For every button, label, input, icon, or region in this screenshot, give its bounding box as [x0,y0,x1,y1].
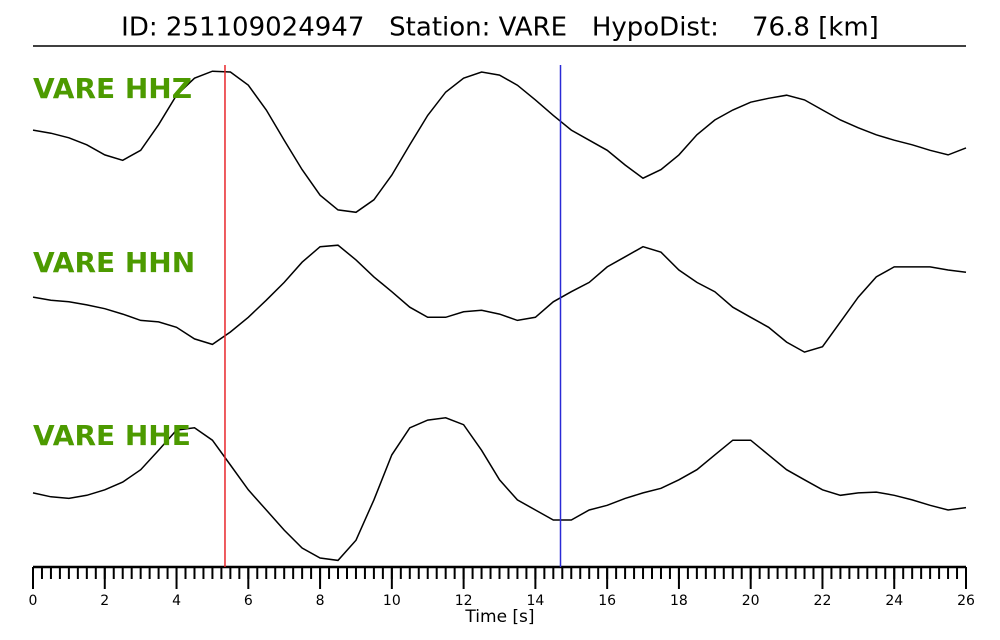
trace [32,417,967,562]
x-tick-label: 18 [670,593,688,609]
x-tick-label: 20 [742,593,760,609]
trace-label: VARE HHE [33,419,191,452]
x-tick-label: 22 [814,593,832,609]
x-tick-label: 24 [885,593,903,609]
x-tick-label: 12 [455,593,473,609]
x-tick-label: 14 [526,593,544,609]
trace-label: VARE HHN [33,246,195,279]
x-tick-label: 6 [244,593,253,609]
chart-title: ID: 251109024947 Station: VARE HypoDist:… [121,13,879,43]
x-tick-label: 16 [598,593,616,609]
x-tick-label: 26 [957,593,975,609]
x-tick-label: 2 [100,593,109,609]
x-tick-label: 8 [316,593,325,609]
x-tick-label: 10 [383,593,401,609]
x-axis-label: Time [s] [464,607,534,627]
trace [32,244,967,353]
trace-label: VARE HHZ [33,72,192,105]
trace [32,70,967,214]
x-tick-label: 4 [172,593,181,609]
x-tick-label: 0 [29,593,38,609]
